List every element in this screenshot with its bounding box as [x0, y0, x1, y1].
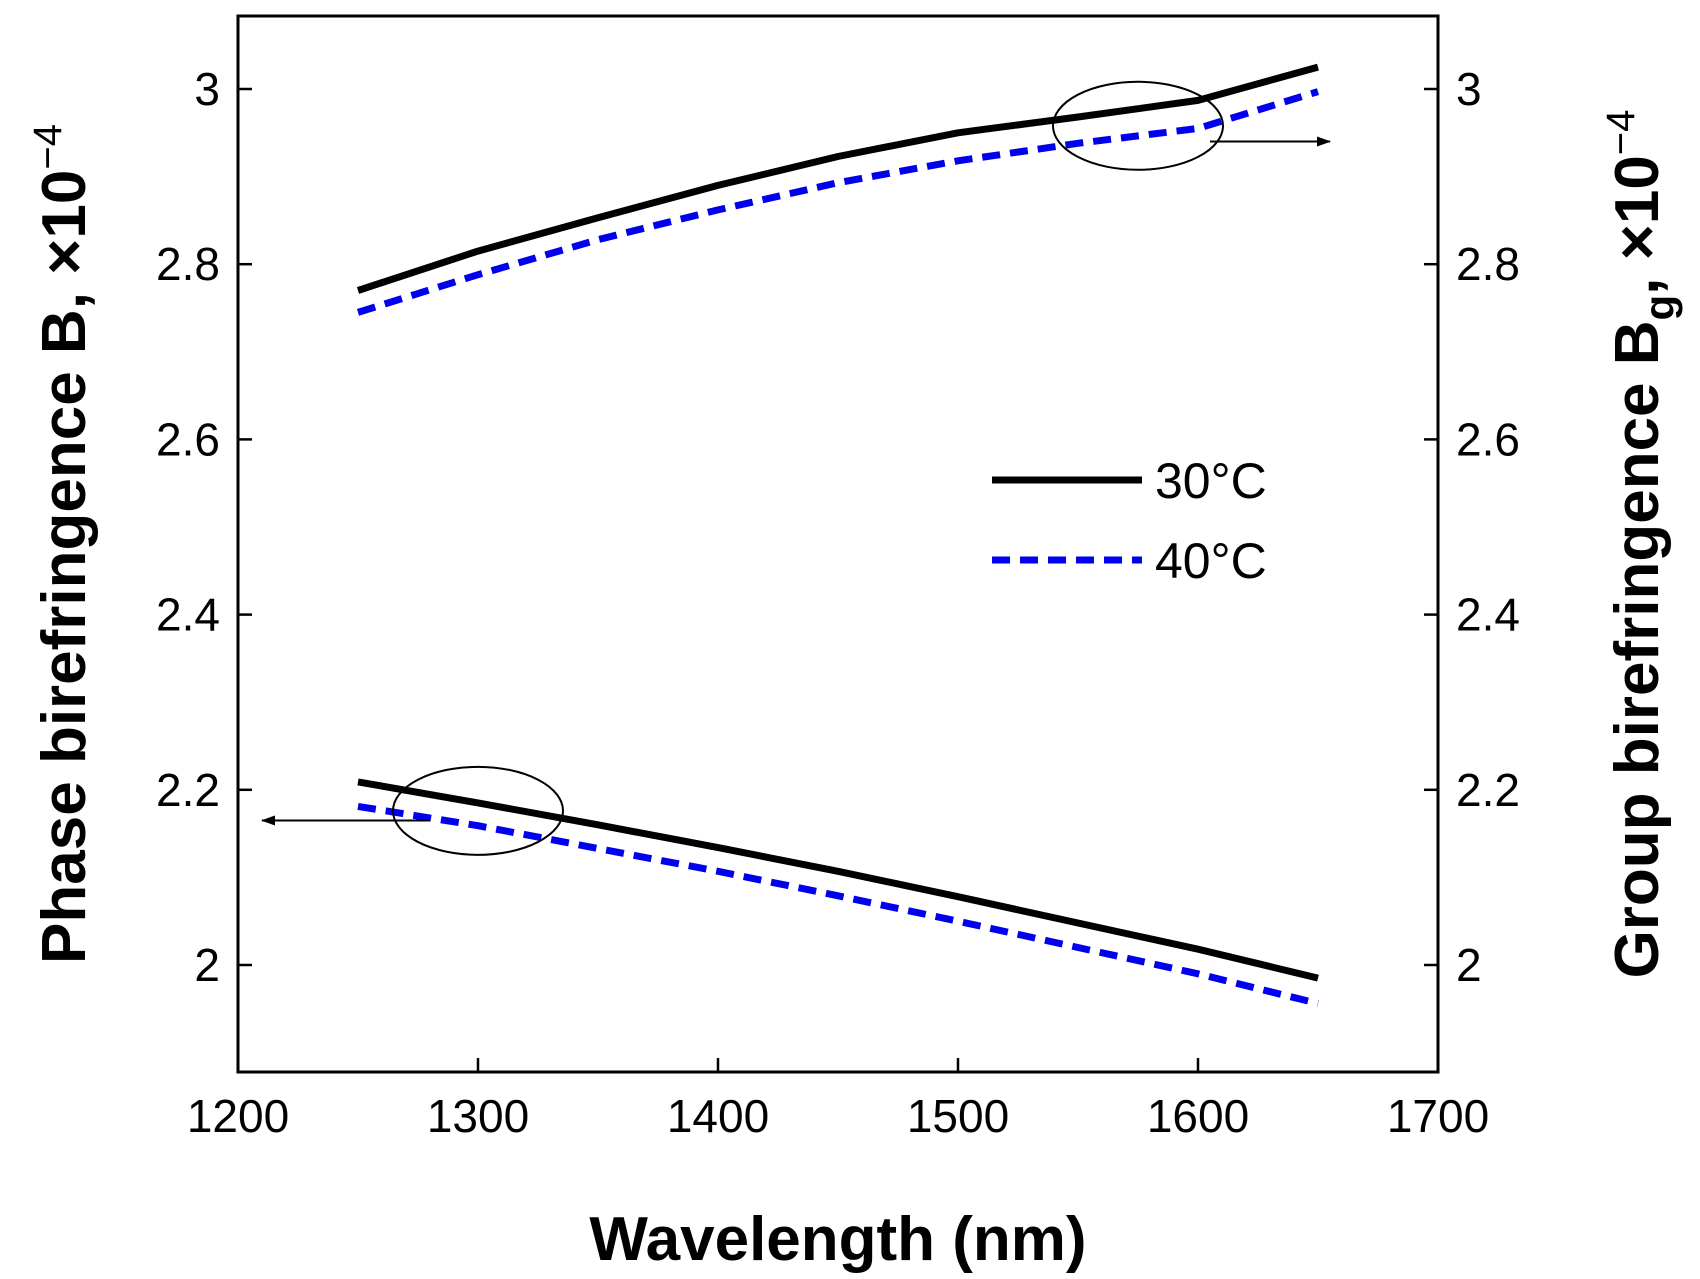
- plot-frame: [236, 14, 1440, 1074]
- x-tick-label-1200: 1200: [187, 1090, 289, 1142]
- y-right-suffix: , ×10: [1603, 155, 1672, 295]
- y-right-tick-label-3: 3: [1456, 63, 1482, 115]
- y-right-tick-label-2.8: 2.8: [1456, 238, 1520, 290]
- series-line-phase-40c: [357, 802, 1319, 1007]
- y-right-tick-label-2.2: 2.2: [1456, 764, 1520, 816]
- legend: 30°C 40°C: [992, 453, 1267, 589]
- annotations: [261, 80, 1331, 856]
- series: [356, 63, 1320, 1007]
- y-right-tick-label-2: 2: [1456, 939, 1482, 991]
- y-right-subscript: g: [1636, 295, 1683, 321]
- y-left-tick-label-2: 2: [194, 939, 220, 991]
- y-right-tick-label-2.6: 2.6: [1456, 413, 1520, 465]
- y-left-tick-label-2.8: 2.8: [156, 238, 220, 290]
- annotation-ellipse-group: [1052, 80, 1224, 171]
- y-axis-title-left: Phase birefringence B, ×10−4: [26, 124, 99, 964]
- x-tick-label-1700: 1700: [1387, 1090, 1489, 1142]
- series-line-phase-30c: [357, 778, 1319, 982]
- y-left-tick-label-2.6: 2.6: [156, 413, 220, 465]
- annotation-ellipse-phase: [392, 765, 564, 856]
- legend-label-40c: 40°C: [1155, 533, 1267, 589]
- x-tick-label-1300: 1300: [427, 1090, 529, 1142]
- y-right-main: Group birefringence B: [1603, 320, 1672, 978]
- ticks: 1200 1300 1400 1500 1600 1700 2 2 2.2 2.2 2.4 2.4 2.…: [156, 63, 1520, 1142]
- x-tick-label-1400: 1400: [667, 1090, 769, 1142]
- y-left-tick-label-2.4: 2.4: [156, 589, 220, 641]
- legend-label-30c: 30°C: [1155, 453, 1267, 509]
- x-tick-label-1500: 1500: [907, 1090, 1009, 1142]
- y-right-exponent: −4: [1599, 110, 1643, 156]
- x-axis-title: Wavelength (nm): [589, 1205, 1086, 1274]
- series-line-group-30c: [356, 63, 1319, 294]
- y-right-tick-label-2.4: 2.4: [1456, 589, 1520, 641]
- y-left-exponent: −4: [26, 124, 70, 170]
- y-left-tick-label-2.2: 2.2: [156, 764, 220, 816]
- y-axis-title-right: Group birefringence Bg, ×10−4: [1599, 110, 1683, 979]
- x-tick-label-1600: 1600: [1147, 1090, 1249, 1142]
- series-line-group-40c: [356, 88, 1320, 316]
- y-left-main: Phase birefringence B, ×10: [30, 170, 99, 964]
- y-left-tick-label-3: 3: [194, 63, 220, 115]
